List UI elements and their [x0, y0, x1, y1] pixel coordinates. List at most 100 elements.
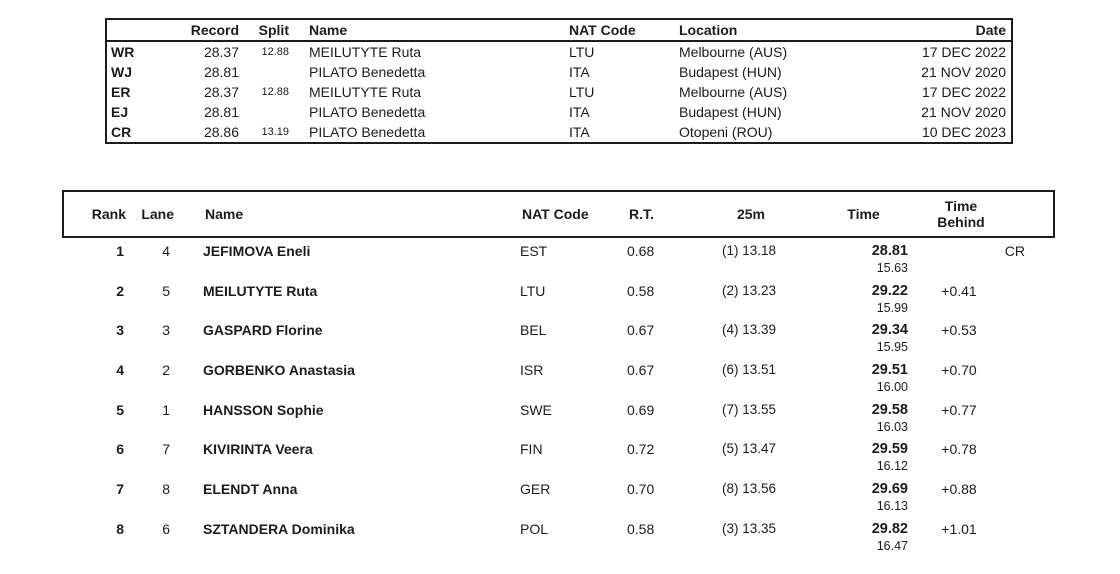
result-reaction-time-cell: 0.68	[627, 243, 655, 259]
results-header-nat-code: NAT Code	[522, 206, 589, 222]
result-lane-cell: 2	[162, 362, 170, 379]
results-rows: 1 4 JEFIMOVA Eneli EST 0.68 (1) 13.18 28…	[62, 238, 1055, 556]
result-second-split: 16.12	[876, 459, 908, 474]
result-25m-cell: (7) 13.55	[721, 401, 777, 417]
record-location-cell: Melbourne (AUS)	[679, 84, 788, 100]
record-location-cell: Otopeni (ROU)	[679, 124, 773, 140]
result-second-split: 15.99	[876, 300, 908, 315]
result-25m-cell: (1) 13.18	[721, 243, 777, 258]
result-record-badge	[1004, 317, 1055, 322]
result-reaction-time-cell: 0.67	[627, 322, 655, 339]
results-header-lane: Lane	[141, 206, 174, 222]
record-name-cell: PILATO Benedetta	[309, 64, 426, 80]
result-reaction-time-cell: 0.69	[627, 401, 655, 418]
records-header-location: Location	[679, 22, 738, 38]
record-nat-cell: ITA	[569, 64, 590, 80]
result-row: 8 6 SZTANDERA Dominika POL 0.58 (3) 13.3…	[62, 516, 1055, 556]
result-reaction-time-cell: 0.70	[627, 481, 655, 498]
result-lane-cell: 3	[162, 322, 170, 339]
result-final-time: 29.59	[871, 441, 908, 458]
records-header-row: Record Split Name NAT Code Location Date	[107, 20, 1011, 42]
record-date-cell: 21 NOV 2020	[921, 64, 1006, 80]
result-rank-cell: 7	[116, 481, 124, 498]
result-25m-cell: (4) 13.39	[721, 322, 777, 338]
result-final-time: 29.51	[871, 362, 908, 379]
record-time-cell: 28.37	[203, 44, 239, 60]
result-rank-cell: 4	[116, 362, 124, 379]
result-row: 7 8 ELENDT Anna GER 0.70 (8) 13.56 29.69…	[62, 476, 1055, 516]
result-final-time: 29.69	[871, 481, 908, 498]
result-second-split: 16.47	[876, 538, 908, 553]
result-time-cell: 29.51 16.00	[809, 357, 914, 395]
record-nat-cell: ITA	[569, 124, 590, 140]
result-rank-cell: 6	[116, 441, 124, 458]
record-row: EJ 28.81 PILATO Benedetta ITA Budapest (…	[107, 102, 1011, 122]
result-25m-cell: (6) 13.51	[721, 362, 777, 378]
result-record-badge: CR	[1004, 243, 1025, 259]
record-location-cell: Budapest (HUN)	[679, 104, 782, 120]
result-rank-cell: 2	[116, 282, 124, 299]
record-code-cell: EJ	[111, 104, 129, 120]
result-second-split: 15.63	[876, 261, 908, 275]
result-second-split: 16.13	[876, 499, 908, 514]
result-rank-cell: 5	[116, 401, 124, 418]
result-nat-cell: SWE	[520, 401, 552, 418]
results-header-name: Name	[205, 206, 244, 222]
result-second-split: 15.95	[876, 340, 908, 355]
result-25m-cell: (5) 13.47	[721, 441, 777, 457]
result-final-time: 28.81	[871, 243, 908, 259]
result-time-behind-cell: +1.01	[941, 520, 977, 537]
results-header-rank: Rank	[91, 206, 126, 222]
result-final-time: 29.34	[871, 322, 908, 339]
result-reaction-time-cell: 0.72	[627, 441, 655, 458]
result-nat-cell: ISR	[520, 362, 544, 379]
result-name-cell: MEILUTYTE Ruta	[203, 282, 318, 299]
result-time-behind-cell: +0.41	[941, 282, 977, 299]
record-row: CR 28.86 13.19 PILATO Benedetta ITA Otop…	[107, 122, 1011, 142]
record-location-cell: Budapest (HUN)	[679, 64, 782, 80]
result-lane-cell: 8	[162, 481, 170, 498]
record-location-cell: Melbourne (AUS)	[679, 44, 788, 60]
records-header-nat-code: NAT Code	[569, 22, 636, 38]
record-date-cell: 21 NOV 2020	[921, 104, 1006, 120]
results-header-time-behind: Time Behind	[916, 198, 1006, 230]
record-code-cell: ER	[111, 84, 131, 100]
result-nat-cell: BEL	[520, 322, 547, 339]
result-second-split: 16.00	[876, 380, 908, 395]
results-header-row: Rank Lane Name NAT Code R.T. 25m Time Ti…	[62, 190, 1055, 238]
records-header-split: Split	[258, 22, 289, 38]
result-reaction-time-cell: 0.58	[627, 282, 655, 299]
result-time-cell: 29.69 16.13	[809, 476, 914, 514]
result-record-badge	[1004, 278, 1055, 283]
record-split-cell: 12.88	[261, 46, 289, 58]
result-reaction-time-cell: 0.67	[627, 362, 655, 379]
result-reaction-time-cell: 0.58	[627, 520, 655, 537]
result-row: 6 7 KIVIRINTA Veera FIN 0.72 (5) 13.47 2…	[62, 436, 1055, 476]
result-25m-cell: (3) 13.35	[721, 520, 777, 536]
record-date-cell: 17 DEC 2022	[921, 84, 1006, 100]
result-nat-cell: FIN	[520, 441, 543, 458]
record-name-cell: MEILUTYTE Ruta	[309, 84, 422, 100]
result-nat-cell: EST	[520, 243, 548, 259]
record-name-cell: PILATO Benedetta	[309, 104, 426, 120]
result-row: 1 4 JEFIMOVA Eneli EST 0.68 (1) 13.18 28…	[62, 238, 1055, 278]
result-time-cell: 28.81 15.63	[809, 238, 914, 276]
result-time-cell: 29.34 15.95	[809, 317, 914, 355]
record-code-cell: WR	[111, 44, 135, 60]
records-rows: WR 28.37 12.88 MEILUTYTE Ruta LTU Melbou…	[107, 42, 1011, 142]
record-nat-cell: ITA	[569, 104, 590, 120]
record-time-cell: 28.37	[203, 84, 239, 100]
result-name-cell: HANSSON Sophie	[203, 401, 324, 418]
record-row: ER 28.37 12.88 MEILUTYTE Ruta LTU Melbou…	[107, 82, 1011, 102]
result-row: 5 1 HANSSON Sophie SWE 0.69 (7) 13.55 29…	[62, 397, 1055, 437]
record-split-cell: 12.88	[261, 86, 289, 98]
results-header-time: Time	[847, 206, 880, 222]
result-time-behind-cell: +0.88	[941, 481, 977, 498]
result-nat-cell: POL	[520, 520, 549, 537]
result-lane-cell: 7	[162, 441, 170, 458]
record-date-cell: 17 DEC 2022	[921, 44, 1006, 60]
result-record-badge	[1004, 476, 1055, 481]
result-lane-cell: 5	[162, 282, 170, 299]
results-table: Rank Lane Name NAT Code R.T. 25m Time Ti…	[62, 190, 1055, 556]
result-second-split: 16.03	[876, 419, 908, 434]
